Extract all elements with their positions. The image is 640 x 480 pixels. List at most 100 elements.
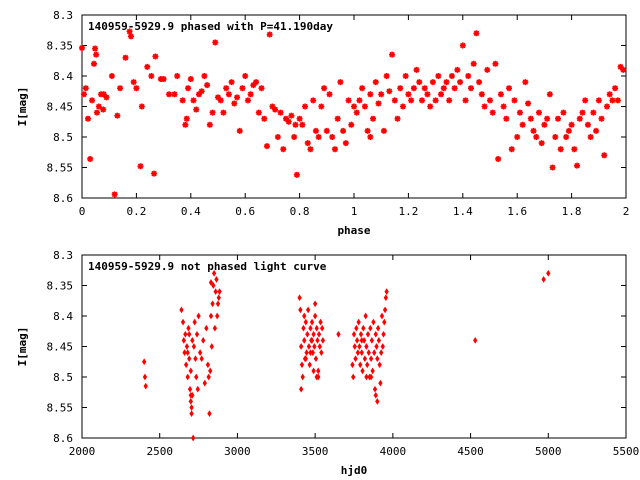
data-point — [353, 109, 360, 116]
data-point — [187, 76, 194, 83]
data-point — [359, 349, 364, 356]
data-point — [503, 115, 510, 122]
data-point — [374, 343, 379, 350]
data-point — [323, 127, 330, 134]
y-tick-label: 8.5 — [53, 371, 73, 384]
y-tick-label: 8.35 — [47, 40, 74, 53]
x-tick-label: 4000 — [380, 445, 407, 458]
data-point — [421, 85, 428, 92]
data-point — [530, 127, 537, 134]
data-point — [181, 337, 186, 344]
data-point — [307, 146, 314, 153]
data-point — [283, 115, 289, 122]
data-point — [603, 103, 610, 110]
data-point — [89, 97, 96, 104]
data-point — [302, 312, 307, 320]
data-point — [299, 121, 306, 128]
y-axis-label: I[mag] — [16, 327, 29, 367]
data-point — [194, 330, 200, 338]
y-tick-label: 8.35 — [47, 280, 74, 293]
data-point — [376, 337, 382, 344]
data-point — [351, 330, 357, 338]
data-point — [454, 66, 461, 73]
data-point — [292, 121, 299, 128]
data-point — [217, 288, 222, 295]
data-point — [432, 97, 439, 104]
data-point — [296, 115, 303, 122]
data-point — [541, 121, 548, 128]
data-point — [557, 146, 564, 153]
data-point — [93, 51, 100, 58]
data-point — [369, 337, 375, 344]
data-point — [210, 300, 215, 308]
data-point — [130, 79, 137, 86]
data-point — [552, 134, 559, 140]
y-tick-label: 8.4 — [53, 70, 73, 83]
x-tick-label: 5000 — [535, 445, 562, 458]
data-point — [122, 54, 129, 61]
data-point — [272, 106, 279, 113]
data-point — [236, 127, 243, 134]
data-point — [195, 91, 202, 98]
data-point — [473, 30, 480, 37]
data-point — [311, 330, 316, 338]
data-point — [365, 361, 370, 369]
data-point — [244, 97, 251, 104]
data-point — [462, 97, 469, 104]
data-point — [511, 97, 518, 104]
data-point — [354, 337, 360, 344]
data-point — [269, 103, 276, 110]
data-point — [350, 361, 355, 369]
data-point — [277, 109, 284, 116]
data-point — [320, 337, 326, 344]
phased-light-curve-panel: 0 0.2 0.4 0.6 0.8 1 1.2 1.4 1.6 1.8 2 8.3 8.35 8.4 8.4… — [16, 9, 629, 237]
data-point — [492, 60, 499, 67]
data-point — [459, 42, 466, 49]
data-point — [364, 127, 371, 134]
data-point — [142, 373, 148, 381]
data-point — [117, 85, 124, 92]
data-point — [522, 79, 529, 86]
data-point — [312, 312, 318, 320]
data-point — [92, 45, 99, 52]
data-point — [606, 91, 613, 98]
x-tick-label: 1 — [351, 205, 358, 218]
data-point — [152, 53, 159, 60]
data-point — [362, 355, 368, 363]
data-point — [356, 318, 361, 326]
data-point — [211, 282, 216, 289]
data-point — [151, 170, 158, 177]
data-point — [375, 355, 380, 363]
y-tick-label: 8.55 — [47, 162, 74, 175]
data-point — [331, 146, 338, 153]
data-point — [366, 349, 371, 356]
x-tick-label: 2000 — [69, 445, 96, 458]
data-point — [373, 330, 378, 338]
data-point — [315, 134, 322, 140]
data-point — [334, 115, 341, 122]
data-point — [144, 63, 151, 70]
data-point — [179, 97, 186, 104]
data-point — [215, 300, 221, 308]
data-point — [138, 103, 145, 110]
data-point — [194, 373, 199, 381]
data-point — [448, 73, 455, 79]
x-tick-label: 0.2 — [126, 205, 146, 218]
data-point — [506, 85, 513, 92]
data-point — [408, 97, 415, 104]
data-point — [214, 276, 219, 283]
data-point — [300, 373, 305, 381]
x-tick-label: 1.4 — [453, 205, 473, 218]
chart-title: 140959-5929.9 not phased light curve — [88, 260, 327, 273]
data-point — [182, 349, 187, 356]
data-point — [419, 97, 425, 104]
data-point — [470, 60, 477, 67]
data-point — [297, 294, 302, 302]
data-point — [353, 355, 358, 363]
data-point — [187, 355, 192, 363]
data-point — [598, 115, 605, 122]
x-tick-label: 3500 — [302, 445, 329, 458]
x-tick-label: 0.4 — [181, 205, 201, 218]
data-point — [576, 115, 583, 122]
data-point — [299, 361, 305, 369]
